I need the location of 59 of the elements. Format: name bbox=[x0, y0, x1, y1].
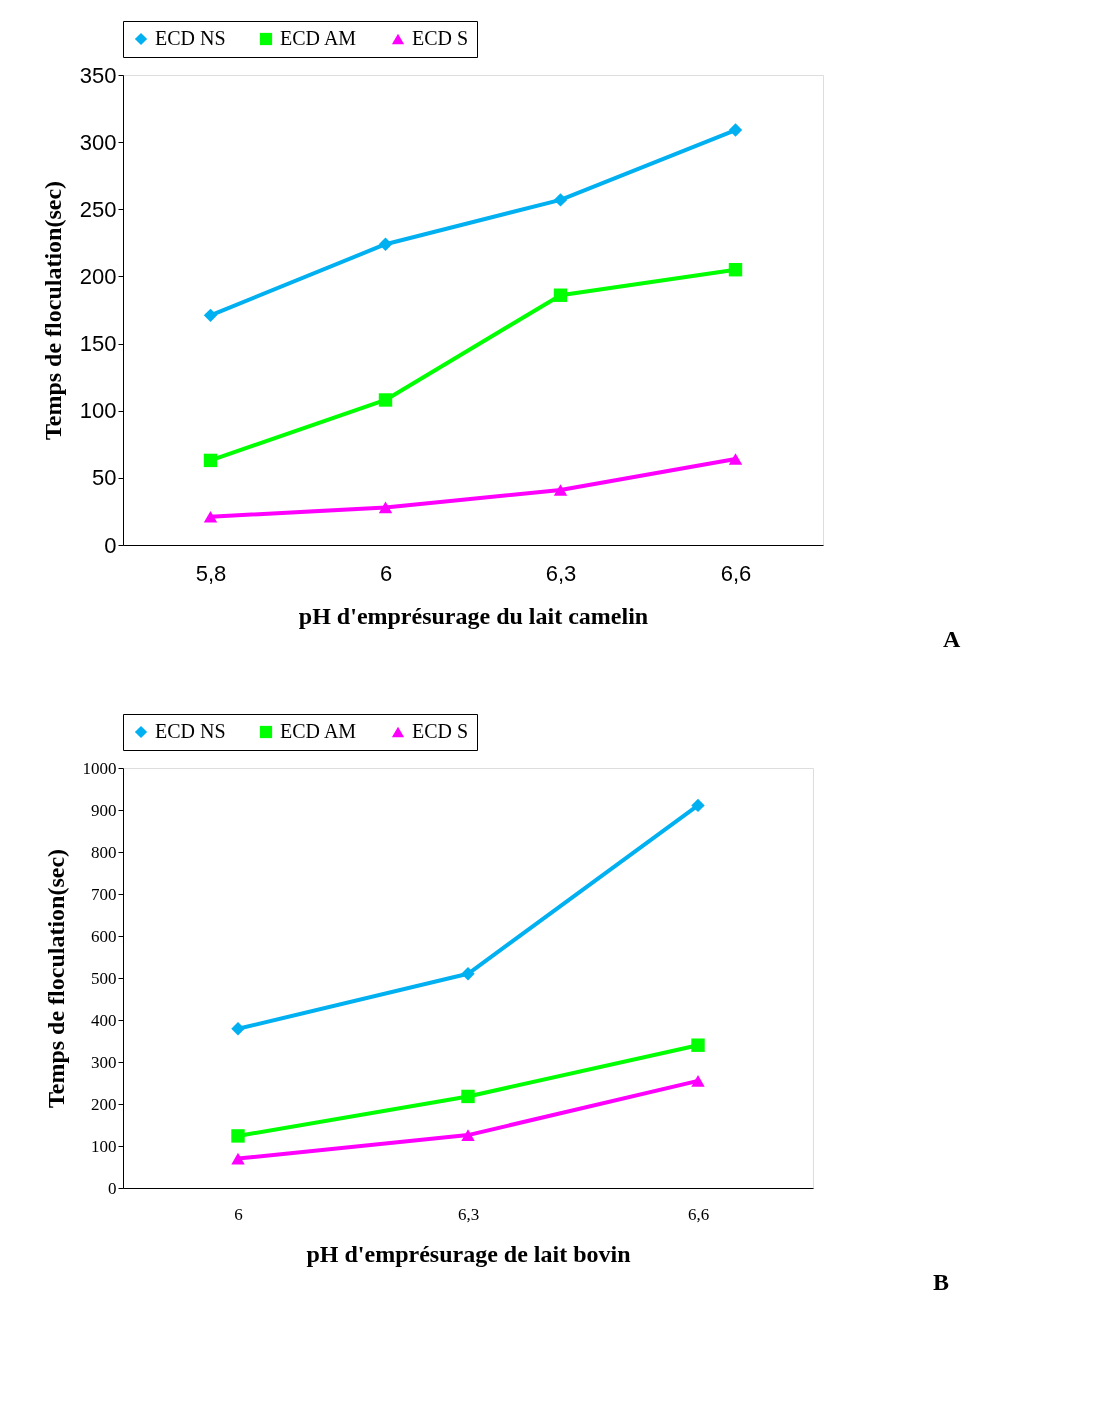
y-tick-label: 500 bbox=[91, 968, 117, 988]
y-tick-label: 400 bbox=[91, 1010, 117, 1030]
x-tick-label: 6 bbox=[234, 1204, 243, 1224]
legend-label: ECD S bbox=[412, 27, 469, 49]
point bbox=[203, 510, 218, 523]
point bbox=[728, 123, 743, 137]
legend-label: ECD S bbox=[412, 720, 469, 742]
y-tick-label: 350 bbox=[79, 62, 117, 88]
y-axis-title: Temps de floculation(sec) bbox=[39, 180, 66, 441]
y-tick-label: 0 bbox=[104, 532, 117, 558]
point bbox=[691, 798, 705, 813]
point bbox=[691, 1075, 705, 1087]
y-tick-label: 800 bbox=[91, 842, 117, 862]
y-tick-label: 1000 bbox=[82, 758, 117, 778]
text: B bbox=[933, 1269, 950, 1295]
y-tick-label: 200 bbox=[79, 263, 117, 289]
point bbox=[461, 1129, 475, 1141]
x-tick-label: 6,6 bbox=[720, 560, 752, 586]
x-axis-title: pH d'emprésurage du lait camelin bbox=[298, 602, 649, 629]
legend-label: ECD AM bbox=[280, 720, 357, 742]
x-tick-label: 6,6 bbox=[687, 1204, 710, 1224]
point bbox=[378, 393, 393, 407]
point bbox=[728, 263, 743, 277]
x-axis-title: pH d'emprésurage de lait bovin bbox=[306, 1240, 631, 1267]
point bbox=[461, 967, 475, 981]
x-tick-label: 6,3 bbox=[545, 560, 577, 586]
x-tick-label: 6 bbox=[379, 560, 393, 586]
point bbox=[203, 308, 218, 323]
y-axis-title: Temps de floculation(sec) bbox=[42, 848, 69, 1109]
y-tick-label: 100 bbox=[79, 398, 117, 424]
x-tick-label: 6,3 bbox=[457, 1204, 480, 1224]
legend-label: ECD NS bbox=[155, 27, 226, 49]
point bbox=[728, 453, 743, 465]
y-tick-label: 150 bbox=[79, 331, 117, 357]
y-tick-label: 200 bbox=[91, 1094, 117, 1114]
y-tick-label: 100 bbox=[91, 1136, 117, 1156]
point bbox=[691, 1038, 705, 1052]
y-tick-label: 300 bbox=[91, 1052, 117, 1072]
y-tick-label: 250 bbox=[79, 196, 117, 222]
y-tick-label: 900 bbox=[91, 800, 117, 820]
legend-label: ECD NS bbox=[155, 720, 226, 742]
text: A bbox=[943, 626, 961, 652]
y-tick-label: 700 bbox=[91, 884, 117, 904]
point bbox=[203, 453, 218, 468]
point bbox=[231, 1152, 245, 1165]
point bbox=[461, 1089, 475, 1104]
x-tick-label: 5,8 bbox=[195, 560, 227, 586]
point bbox=[231, 1022, 245, 1036]
point bbox=[553, 484, 568, 496]
y-tick-label: 50 bbox=[92, 465, 117, 491]
y-tick-label: 300 bbox=[79, 129, 117, 155]
point bbox=[378, 237, 393, 251]
point bbox=[378, 501, 393, 514]
point bbox=[553, 288, 568, 302]
point bbox=[553, 193, 568, 207]
y-tick-label: 600 bbox=[91, 926, 117, 946]
y-tick-label: 0 bbox=[108, 1178, 117, 1198]
point bbox=[231, 1129, 245, 1143]
legend-label: ECD AM bbox=[280, 27, 357, 49]
